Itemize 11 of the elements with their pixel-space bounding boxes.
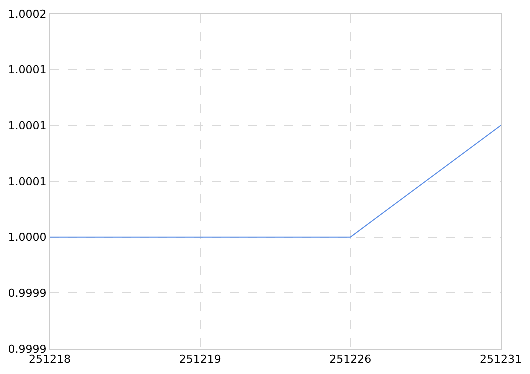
y-tick-label: 1.0000: [8, 231, 47, 244]
y-tick-label: 1.0001: [8, 120, 47, 133]
x-tick-label: 251218: [29, 353, 71, 366]
y-tick-label: 1.0002: [8, 8, 47, 21]
y-tick-label: 1.0001: [8, 175, 47, 188]
x-tick-label: 251226: [330, 353, 372, 366]
y-tick-label: 0.9999: [8, 342, 47, 356]
y-tick-label: 0.9999: [8, 287, 47, 300]
y-tick-label: 1.0001: [8, 64, 47, 77]
x-tick-label: 251219: [179, 353, 222, 366]
x-tick-label: 251231: [480, 353, 522, 366]
